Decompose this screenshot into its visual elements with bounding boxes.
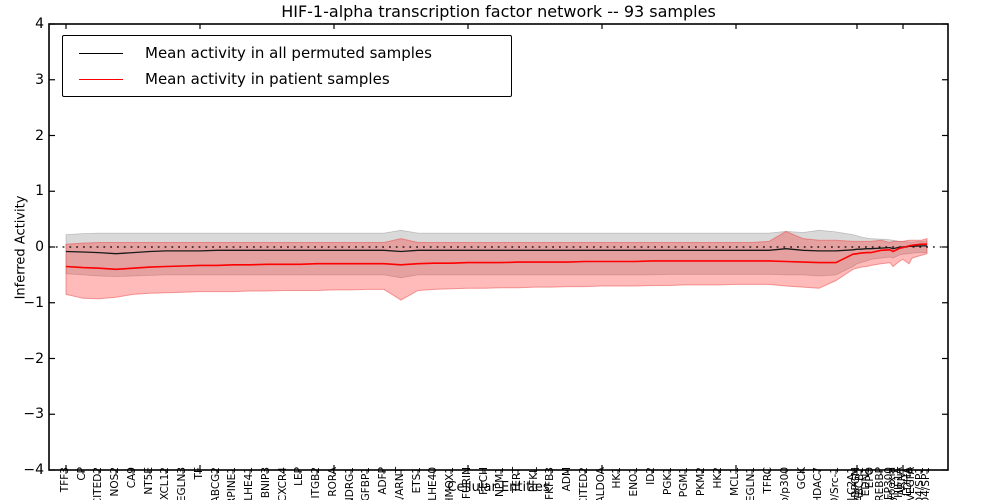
x-tick-label: EGLN1 [745,467,757,500]
x-tick-label: HK2 [712,467,724,489]
y-tick-label: 3 [35,71,44,88]
y-tick-label: −2 [23,350,44,367]
x-tick-label: BHLHE41 [243,467,255,500]
y-tick-label: −4 [23,462,44,478]
x-tick-label: CP [76,467,88,481]
x-tick-label: ID2 [645,467,657,485]
patient-band [65,230,928,301]
x-tick-label: HMOX1 [444,467,456,500]
x-tick-label: TF [193,467,205,480]
permuted-mean-line [65,245,927,255]
x-tick-label: NDRG1 [344,467,356,500]
x-tick-label: Cbp/p300/CITED2 [92,467,104,500]
x-tick-label: ADFP [377,467,389,495]
x-tick-label: ETS1 [411,467,423,494]
x-tick-label: NPM1 [494,467,506,497]
x-tick-label: MCL1 [729,467,741,496]
x-tick-label: PKM2 [695,467,707,496]
x-tick-label: HIF1A/ARNT/Cbp/p300/HDAC7 [812,467,824,500]
x-tick-label: LEP [293,467,305,486]
x-tick-label: RORA [327,467,339,497]
legend-item-permuted: Mean activity in all permuted samples [63,44,511,62]
x-tick-label: PFKL [528,467,540,493]
x-tick-label: FURIN [461,467,473,499]
permuted-line-sample [79,52,123,54]
y-tick-label: −1 [23,294,44,311]
x-tick-label: HIF1A/ARNT [394,467,406,500]
y-tick-label: 0 [35,239,44,255]
patient-line-sample [79,78,123,80]
x-tick-label: PGK1 [662,467,674,496]
x-tick-label: HK1 [611,467,623,489]
x-tick-label: CA9 [126,467,138,489]
x-tick-label: HIF1A/ARNT/SMAD3/SMAD4/SP1 [920,467,932,500]
x-tick-label: TFF3 [59,467,71,493]
x-tick-label: ITGB2 [310,467,322,499]
x-tick-label: PFKFB3 [544,467,556,500]
x-tick-label: HIF1A/ARNT/Cbp/p300/Src-1 [829,467,841,500]
chart-title: HIF-1-alpha transcription factor network… [281,2,716,21]
confidence-bands [65,229,928,301]
x-tick-label: ALDOA [595,467,607,500]
x-tick-label: IGFBP1 [360,467,372,500]
x-tick-label: BNIP3 [260,467,272,499]
x-tick-label: TFRC [762,467,774,494]
x-tick-label: CITED2 [578,467,590,500]
x-tick-label: NOS2 [109,467,121,497]
legend-label: Mean activity in all permuted samples [145,44,432,62]
y-tick-label: 1 [35,183,44,200]
x-tick-label: PGM1 [678,467,690,498]
x-tick-label: NT5E [143,467,155,495]
x-tick-label: FECH [478,467,490,495]
x-tick-label: ENO1 [628,467,640,497]
y-tick-label: 4 [35,16,44,32]
legend: Mean activity in all permuted samples Me… [62,35,512,97]
x-axis-label: Cellular Entities [447,480,550,495]
x-tick-label: GCK [796,467,808,490]
patient-mean-line [65,243,927,271]
legend-label: Mean activity in patient samples [145,70,390,88]
y-tick-label: −3 [23,406,44,423]
x-tick-label: ADM [561,467,573,492]
x-tick-label: BHLHE40 [427,467,439,500]
x-tick-label: TERT [511,467,523,493]
y-tick-label: 2 [35,127,44,144]
legend-item-patient: Mean activity in patient samples [63,70,511,88]
tick-marks [49,23,948,474]
series-lines [65,243,927,271]
x-tick-label: ABCG2 [210,467,222,500]
x-tick-label: HIF1A/ARNT/Cbp/p300 [779,467,791,500]
x-tick-label: CXCR4 [277,467,289,500]
x-tick-label: EGLN3 [176,467,188,500]
x-tick-label: CXCL12 [159,467,171,500]
x-tick-label: SERPINE1 [226,467,238,500]
